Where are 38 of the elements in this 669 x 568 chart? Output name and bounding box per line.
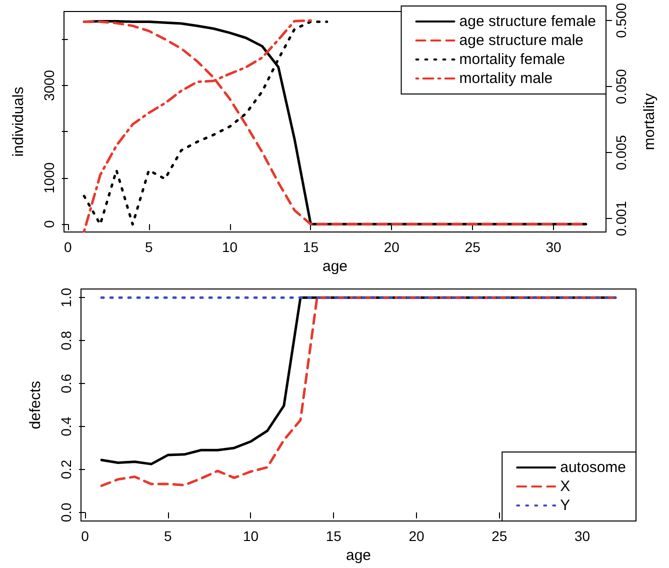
y-tick-label: 0 <box>41 220 57 228</box>
y2-tick-label: 0.500 <box>613 2 629 38</box>
y2-tick-label: 0.050 <box>613 68 629 104</box>
y-tick-label: 0.6 <box>58 374 74 394</box>
x-axis-title: age <box>322 258 348 275</box>
x-axis-title: age <box>346 546 372 564</box>
x-tick-label: 30 <box>574 528 590 544</box>
legend-label: Y <box>560 497 570 514</box>
x-tick-label: 5 <box>144 239 153 255</box>
legend-label: X <box>560 478 570 495</box>
x-tick-label: 15 <box>302 239 319 255</box>
legend-label: autosome <box>560 459 626 476</box>
legend-label: age structure male <box>459 32 584 49</box>
legend-label: mortality female <box>459 51 566 68</box>
legend-label: mortality male <box>459 70 553 87</box>
legend-label: age structure female <box>459 13 596 30</box>
y-axis-title: individuals <box>10 86 27 157</box>
y2-tick-label: 0.005 <box>613 134 629 170</box>
y2-tick-label: 0.001 <box>613 200 629 236</box>
y-tick-label: 0.2 <box>58 460 74 480</box>
x-tick-label: 20 <box>384 239 400 255</box>
y-tick-label: 0.4 <box>58 416 74 436</box>
x-tick-label: 25 <box>492 528 508 544</box>
y-tick-label: 0.8 <box>58 330 74 350</box>
x-tick-label: 10 <box>242 528 259 544</box>
x-tick-label: 20 <box>408 528 425 544</box>
x-tick-label: 25 <box>464 239 481 255</box>
y-tick-label: 1000 <box>41 162 57 194</box>
y-tick-label: 3000 <box>41 70 57 102</box>
x-tick-label: 30 <box>546 239 562 255</box>
y2-axis-title: mortality <box>641 92 658 150</box>
y-tick-label: 0.0 <box>58 502 74 522</box>
x-tick-label: 0 <box>81 528 90 544</box>
x-tick-label: 5 <box>164 528 172 544</box>
y-axis-title: defects <box>27 380 44 430</box>
y-tick-label: 1.0 <box>58 288 74 308</box>
x-tick-label: 15 <box>326 528 342 544</box>
x-tick-label: 10 <box>222 239 238 255</box>
